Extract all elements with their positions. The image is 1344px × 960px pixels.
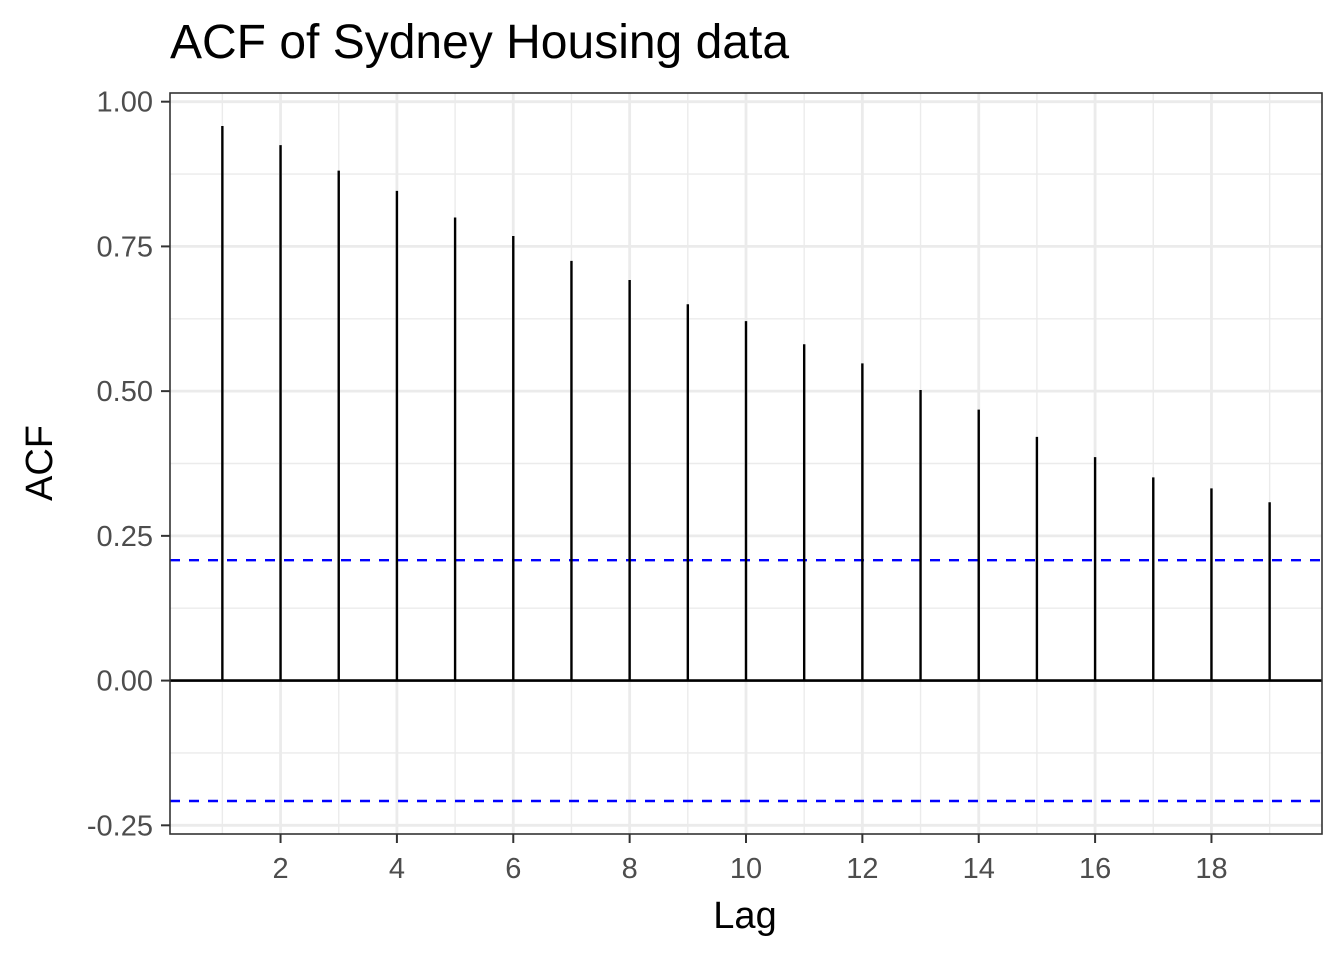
y-axis-title: ACF: [19, 425, 61, 501]
x-tick-label: 10: [730, 853, 762, 885]
axes: -0.25 0.00 0.25 0.50 0.75 1.00 2 4 6 8 10 12 14 16 18: [87, 87, 1323, 885]
x-tick-label: 16: [1079, 853, 1111, 885]
x-tick-label: 18: [1195, 853, 1227, 885]
y-tick-label: -0.25: [87, 810, 153, 842]
x-tick-label: 14: [963, 853, 995, 885]
acf-bars: [170, 125, 1322, 682]
x-tick-label: 2: [272, 853, 288, 885]
x-tick-label: 8: [622, 853, 638, 885]
y-tick-label: 0.00: [97, 666, 153, 698]
y-tick-label: 0.50: [97, 376, 153, 408]
x-tick-label: 4: [389, 853, 405, 885]
y-tick-label: 0.75: [97, 231, 153, 263]
y-tick-label: 0.25: [97, 521, 153, 553]
y-tick-label: 1.00: [97, 87, 153, 119]
x-axis-title: Lag: [713, 895, 776, 937]
x-tick-label: 6: [505, 853, 521, 885]
chart-title: ACF of Sydney Housing data: [170, 16, 789, 69]
x-tick-label: 12: [846, 853, 878, 885]
